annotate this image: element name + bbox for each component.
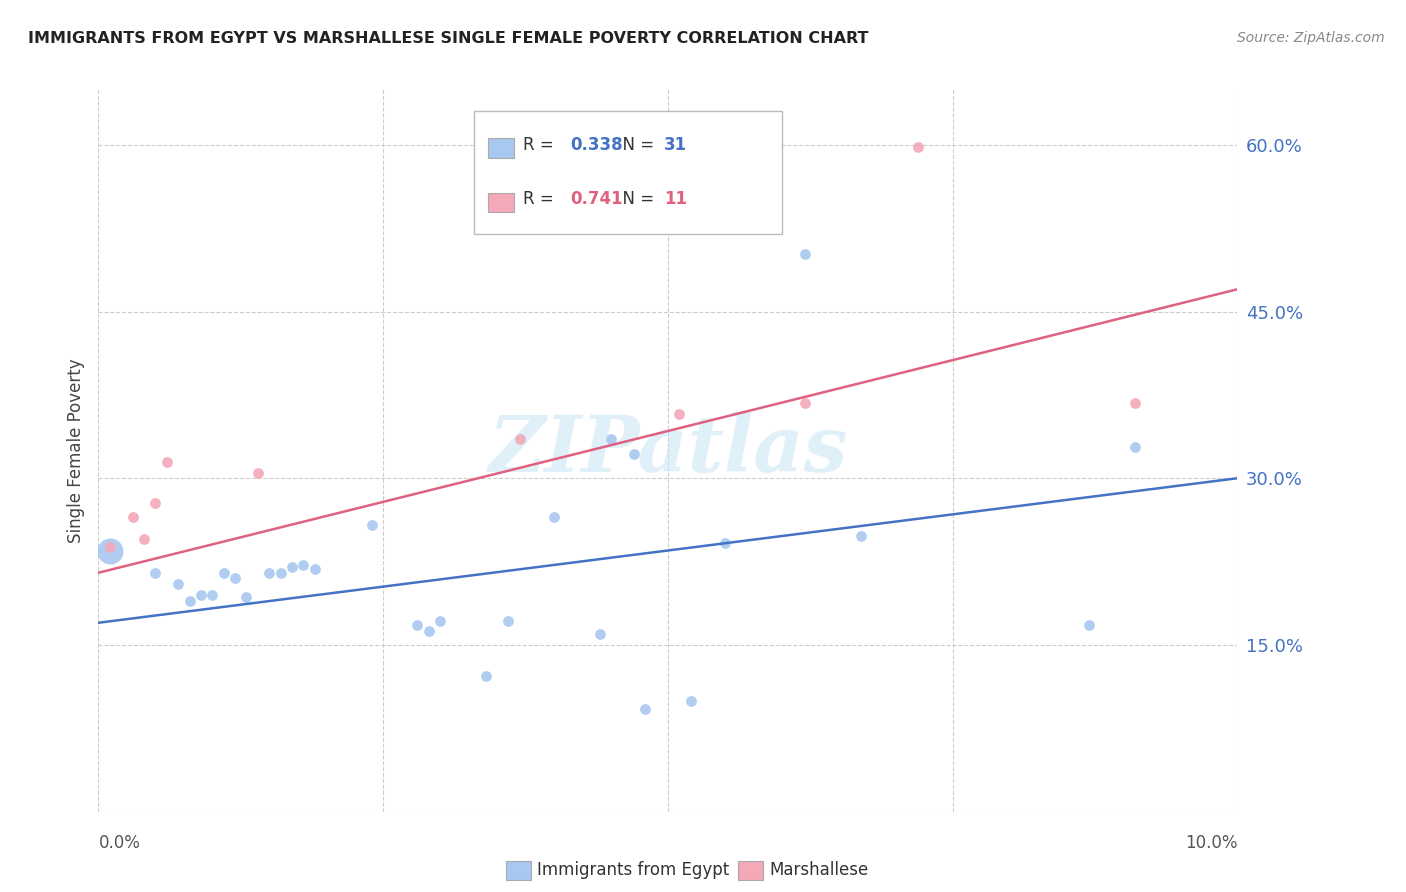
Point: [156, 454, 179, 468]
Point: [281, 560, 304, 574]
Point: [588, 627, 610, 641]
Text: 10.0%: 10.0%: [1185, 834, 1237, 852]
Point: [212, 566, 235, 580]
Point: [623, 447, 645, 461]
Point: [235, 590, 257, 604]
Point: [360, 517, 382, 532]
Text: N =: N =: [612, 136, 659, 154]
Point: [145, 566, 167, 580]
Point: [668, 407, 690, 421]
Point: [1078, 618, 1101, 632]
Point: [418, 624, 440, 638]
Point: [793, 246, 815, 260]
Point: [190, 588, 212, 602]
Point: [246, 466, 269, 480]
Text: ZIPatlas: ZIPatlas: [488, 412, 848, 489]
Point: [167, 577, 190, 591]
Text: 0.0%: 0.0%: [98, 834, 141, 852]
Point: [498, 614, 520, 628]
Point: [1123, 395, 1146, 409]
Text: 0.741: 0.741: [569, 190, 623, 209]
Text: 31: 31: [664, 136, 688, 154]
Text: R =: R =: [523, 190, 560, 209]
Text: Immigrants from Egypt: Immigrants from Egypt: [537, 861, 730, 879]
Point: [145, 496, 167, 510]
Point: [224, 571, 246, 585]
Point: [132, 533, 155, 547]
Point: [201, 588, 224, 602]
Point: [259, 566, 281, 580]
Point: [1123, 440, 1146, 454]
Point: [907, 140, 929, 154]
Point: [121, 510, 143, 524]
Point: [429, 614, 451, 628]
Text: Marshallese: Marshallese: [769, 861, 869, 879]
Text: Source: ZipAtlas.com: Source: ZipAtlas.com: [1237, 31, 1385, 45]
Point: [714, 535, 737, 549]
Point: [98, 543, 121, 558]
Point: [270, 566, 292, 580]
Text: IMMIGRANTS FROM EGYPT VS MARSHALLESE SINGLE FEMALE POVERTY CORRELATION CHART: IMMIGRANTS FROM EGYPT VS MARSHALLESE SIN…: [28, 31, 869, 46]
Text: N =: N =: [612, 190, 659, 209]
Point: [304, 562, 326, 576]
Text: 11: 11: [664, 190, 688, 209]
Point: [98, 540, 121, 554]
Point: [179, 593, 201, 607]
Point: [634, 702, 657, 716]
Point: [679, 693, 702, 707]
Point: [406, 618, 429, 632]
Point: [600, 433, 623, 447]
Y-axis label: Single Female Poverty: Single Female Poverty: [66, 359, 84, 542]
Point: [793, 395, 815, 409]
Text: R =: R =: [523, 136, 560, 154]
Point: [851, 529, 873, 543]
Point: [543, 510, 565, 524]
Point: [292, 558, 315, 572]
Text: 0.338: 0.338: [569, 136, 623, 154]
Point: [474, 669, 496, 683]
Point: [509, 433, 531, 447]
